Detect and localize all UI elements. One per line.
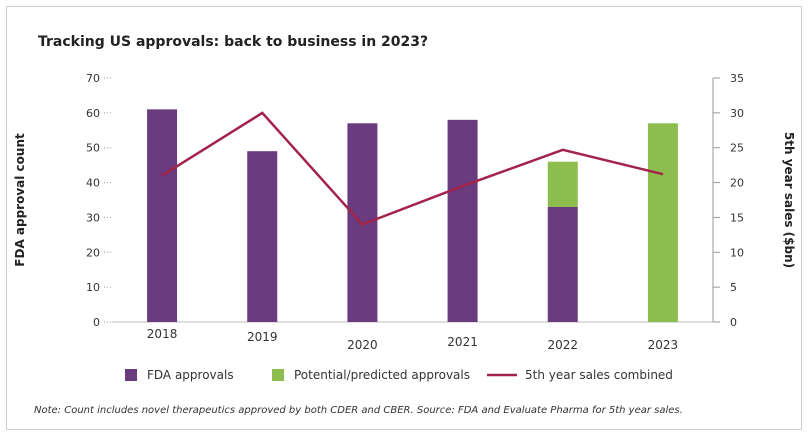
legend-label: Potential/predicted approvals xyxy=(294,368,470,382)
chart-title: Tracking US approvals: back to business … xyxy=(38,34,429,50)
x-tick-label: 2020 xyxy=(347,338,378,352)
y-tick-label: 50 xyxy=(86,142,100,155)
y-axis-label: FDA approval count xyxy=(13,133,27,267)
legend-label: 5th year sales combined xyxy=(525,368,673,382)
y-tick-label: 60 xyxy=(86,107,100,120)
bar-fda-approvals-2021 xyxy=(447,119,478,322)
y2-tick-label: 5 xyxy=(730,281,737,294)
sales-line xyxy=(161,111,664,226)
bars xyxy=(147,109,678,322)
legend-label: FDA approvals xyxy=(147,368,234,382)
footnote: Note: Count includes novel therapeutics … xyxy=(34,405,683,416)
legend-swatch xyxy=(125,369,137,381)
line-series-path xyxy=(161,111,664,226)
x-tick-label: 2022 xyxy=(547,338,578,352)
y-tick-label: 70 xyxy=(86,72,100,85)
legend: FDA approvals Potential/predicted approva… xyxy=(125,368,673,382)
x-tick-label: 2023 xyxy=(648,338,679,352)
y2-tick-label: 10 xyxy=(730,246,744,259)
legend-swatch xyxy=(272,369,284,381)
bar-potential-predicted-approvals-2022 xyxy=(547,161,578,207)
y-tick-label: 40 xyxy=(86,177,100,190)
x-tick-label: 2019 xyxy=(247,330,278,344)
y-tick-label: 10 xyxy=(86,281,100,294)
bar-fda-approvals-2018 xyxy=(147,109,178,322)
y-tick-label: 20 xyxy=(86,246,100,259)
bar-potential-predicted-approvals-2023 xyxy=(647,123,678,322)
y2-tick-label: 30 xyxy=(730,107,744,120)
bar-fda-approvals-2019 xyxy=(247,151,278,322)
y2-tick-label: 15 xyxy=(730,211,744,224)
y2-tick-label: 25 xyxy=(730,142,744,155)
bar-fda-approvals-2022 xyxy=(547,206,578,322)
x-tick-label: 2018 xyxy=(147,327,178,341)
x-tick-label: 2021 xyxy=(447,335,478,349)
y2-tick-label: 20 xyxy=(730,177,744,190)
y-tick-label: 30 xyxy=(86,211,100,224)
y2-tick-label: 0 xyxy=(730,316,737,329)
axes: 0 10 20 30 40 50 60 70 0 5 10 15 20 25 30 35 xyxy=(86,72,744,329)
y2-tick-label: 35 xyxy=(730,72,744,85)
y-tick-label: 0 xyxy=(93,316,100,329)
x-tick-labels: 2018 2019 2020 2021 2022 2023 xyxy=(147,327,678,352)
y2-axis-label: 5th year sales ($bn) xyxy=(782,132,796,268)
